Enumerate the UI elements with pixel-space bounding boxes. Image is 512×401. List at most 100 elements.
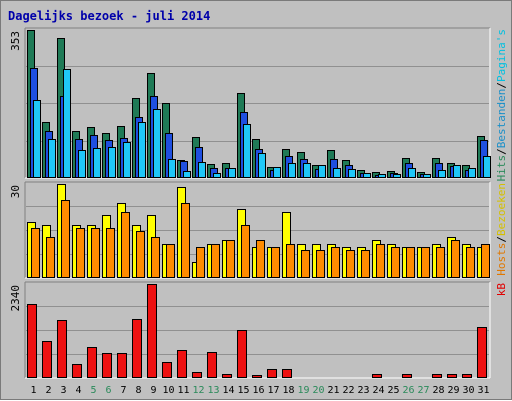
bar-paginas-day-16: [258, 153, 266, 178]
bar-hosts-day-12: [196, 247, 205, 278]
bar-kb-day-3: [57, 320, 67, 378]
x-tick-label: 19: [297, 385, 309, 396]
bar-hosts-day-4: [76, 228, 85, 278]
bar-paginas-day-1: [33, 100, 41, 178]
bar-paginas-day-4: [78, 150, 86, 178]
bar-paginas-day-20: [318, 165, 326, 178]
bar-kb-day-13: [207, 352, 217, 378]
x-tick-label: 9: [150, 385, 156, 396]
bar-kb-day-15: [237, 330, 247, 378]
kb-panel-ymax-label: 2340: [9, 285, 22, 312]
bar-hosts-day-9: [151, 237, 160, 278]
visits-panel-legend-item: Bezoeken: [495, 183, 508, 236]
bar-paginas-day-5: [93, 148, 101, 178]
bar-kb-day-31: [477, 327, 487, 378]
bar-hosts-day-3: [61, 200, 70, 278]
bar-hosts-day-18: [286, 244, 295, 278]
bar-paginas-day-18: [288, 163, 296, 178]
x-tick-label: 30: [462, 385, 474, 396]
bar-paginas-day-14: [228, 168, 236, 178]
bar-hosts-day-7: [121, 212, 130, 278]
x-tick-label: 12: [192, 385, 204, 396]
x-tick-label: 27: [417, 385, 429, 396]
bar-paginas-day-3: [63, 69, 71, 178]
bar-hosts-day-20: [316, 250, 325, 278]
bar-hosts-day-19: [301, 250, 310, 278]
hits-panel-legend-item: /: [495, 82, 508, 89]
bar-paginas-day-19: [303, 163, 311, 178]
bar-hosts-day-11: [181, 203, 190, 278]
x-tick-label: 17: [267, 385, 279, 396]
bar-paginas-day-9: [153, 109, 161, 178]
bar-hosts-day-5: [91, 228, 100, 278]
x-tick-label: 5: [90, 385, 96, 396]
bar-paginas-day-24: [378, 174, 386, 178]
chart-title: Dagelijks bezoek - juli 2014: [8, 9, 210, 23]
bar-paginas-day-6: [108, 147, 116, 178]
x-tick-label: 14: [222, 385, 234, 396]
bar-kb-day-16: [252, 375, 262, 378]
bar-hosts-day-22: [346, 250, 355, 278]
x-tick-label: 10: [162, 385, 174, 396]
x-tick-label: 4: [75, 385, 81, 396]
x-tick-label: 21: [327, 385, 339, 396]
bar-hosts-day-10: [166, 244, 175, 278]
bar-hosts-day-13: [211, 244, 220, 278]
hits-panel-legend-item: /: [495, 148, 508, 155]
bar-paginas-day-15: [243, 124, 251, 178]
bar-kb-day-12: [192, 372, 202, 378]
bar-hosts-day-31: [481, 244, 490, 278]
bar-paginas-day-26: [408, 168, 416, 178]
bar-hosts-day-21: [331, 247, 340, 278]
hits-panel-ymax-label: 353: [9, 31, 22, 51]
x-tick-label: 29: [447, 385, 459, 396]
x-tick-label: 2: [45, 385, 51, 396]
bar-paginas-day-23: [363, 173, 371, 178]
hits-panel-legend-item: Bestanden: [495, 89, 508, 149]
x-tick-label: 28: [432, 385, 444, 396]
bar-hosts-day-14: [226, 240, 235, 278]
bar-hosts-day-25: [391, 247, 400, 278]
hits-panel-legend-item: Hits: [495, 155, 508, 182]
bar-hosts-day-28: [436, 247, 445, 278]
bar-paginas-day-12: [198, 162, 206, 178]
visits-panel-legend-item: Hosts: [495, 243, 508, 276]
x-tick-label: 23: [357, 385, 369, 396]
bar-hosts-day-29: [451, 240, 460, 278]
bar-hosts-day-27: [421, 247, 430, 278]
bar-kb-day-6: [102, 353, 112, 378]
bar-kb-day-14: [222, 374, 232, 378]
x-tick-label: 11: [177, 385, 189, 396]
x-tick-label: 6: [105, 385, 111, 396]
bar-paginas-day-17: [273, 167, 281, 178]
bar-paginas-day-28: [438, 170, 446, 178]
bar-paginas-day-13: [213, 173, 221, 178]
bar-hosts-day-2: [46, 237, 55, 278]
bar-kb-day-5: [87, 347, 97, 378]
x-tick-label: 20: [312, 385, 324, 396]
bar-paginas-day-22: [348, 169, 356, 178]
bar-kb-day-24: [372, 374, 382, 378]
bar-hosts-day-16: [256, 240, 265, 278]
bar-kb-day-11: [177, 350, 187, 378]
bar-paginas-day-11: [183, 171, 191, 178]
x-tick-label: 1: [30, 385, 36, 396]
x-tick-label: 13: [207, 385, 219, 396]
bar-kb-day-17: [267, 369, 277, 378]
x-tick-label: 24: [372, 385, 384, 396]
bar-kb-day-2: [42, 341, 52, 378]
bar-kb-day-1: [27, 304, 37, 378]
bar-paginas-day-8: [138, 122, 146, 178]
visits-panel-ymax-label: 30: [9, 185, 22, 198]
bar-hosts-day-8: [136, 231, 145, 278]
visits-panel-legend-item: /: [495, 236, 508, 243]
kb-panel-legend: kB: [495, 283, 508, 297]
x-tick-label: 3: [60, 385, 66, 396]
bar-hosts-day-6: [106, 228, 115, 278]
bar-paginas-day-30: [468, 168, 476, 178]
x-tick-label: 15: [237, 385, 249, 396]
bar-hosts-day-23: [361, 250, 370, 278]
bar-hosts-day-26: [406, 247, 415, 278]
x-tick-label: 22: [342, 385, 354, 396]
bar-hosts-day-30: [466, 247, 475, 278]
